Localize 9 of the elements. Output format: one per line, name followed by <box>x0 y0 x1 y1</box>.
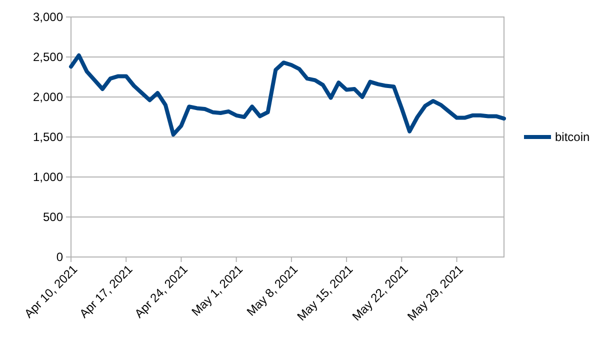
line-series <box>69 53 506 137</box>
y-tick-label: 2,000 <box>32 90 64 104</box>
y-tick-label: 2,500 <box>32 50 64 64</box>
y-tick-label: 1,500 <box>32 130 64 144</box>
legend-label: bitcoin <box>555 130 590 144</box>
y-tick-label: 0 <box>56 250 64 264</box>
y-tick-label: 3,000 <box>32 10 64 24</box>
y-tick-label: 500 <box>42 210 64 224</box>
y-tick-label: 1,000 <box>32 170 64 184</box>
